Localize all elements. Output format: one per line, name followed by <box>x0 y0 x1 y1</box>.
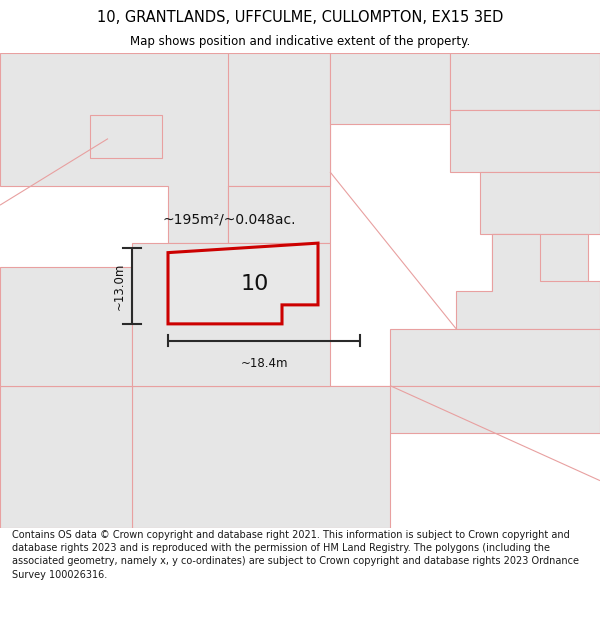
Polygon shape <box>228 53 330 186</box>
Text: Map shows position and indicative extent of the property.: Map shows position and indicative extent… <box>130 35 470 48</box>
Text: 10, GRANTLANDS, UFFCULME, CULLOMPTON, EX15 3ED: 10, GRANTLANDS, UFFCULME, CULLOMPTON, EX… <box>97 9 503 24</box>
Polygon shape <box>90 115 162 158</box>
Polygon shape <box>132 243 330 386</box>
Polygon shape <box>132 386 390 528</box>
Polygon shape <box>168 243 318 324</box>
Polygon shape <box>456 234 600 329</box>
Text: ~13.0m: ~13.0m <box>112 262 125 309</box>
Polygon shape <box>480 172 600 234</box>
Text: ~195m²/~0.048ac.: ~195m²/~0.048ac. <box>162 213 296 226</box>
Text: ~18.4m: ~18.4m <box>240 357 288 370</box>
Polygon shape <box>450 53 600 110</box>
Polygon shape <box>0 386 132 528</box>
Polygon shape <box>492 234 588 291</box>
Polygon shape <box>450 110 600 172</box>
Polygon shape <box>330 53 450 124</box>
Text: Contains OS data © Crown copyright and database right 2021. This information is : Contains OS data © Crown copyright and d… <box>12 530 579 579</box>
Polygon shape <box>0 53 330 243</box>
Polygon shape <box>0 267 132 386</box>
Polygon shape <box>330 386 600 433</box>
Text: 10: 10 <box>241 274 269 294</box>
Polygon shape <box>390 329 600 386</box>
Polygon shape <box>228 186 330 243</box>
